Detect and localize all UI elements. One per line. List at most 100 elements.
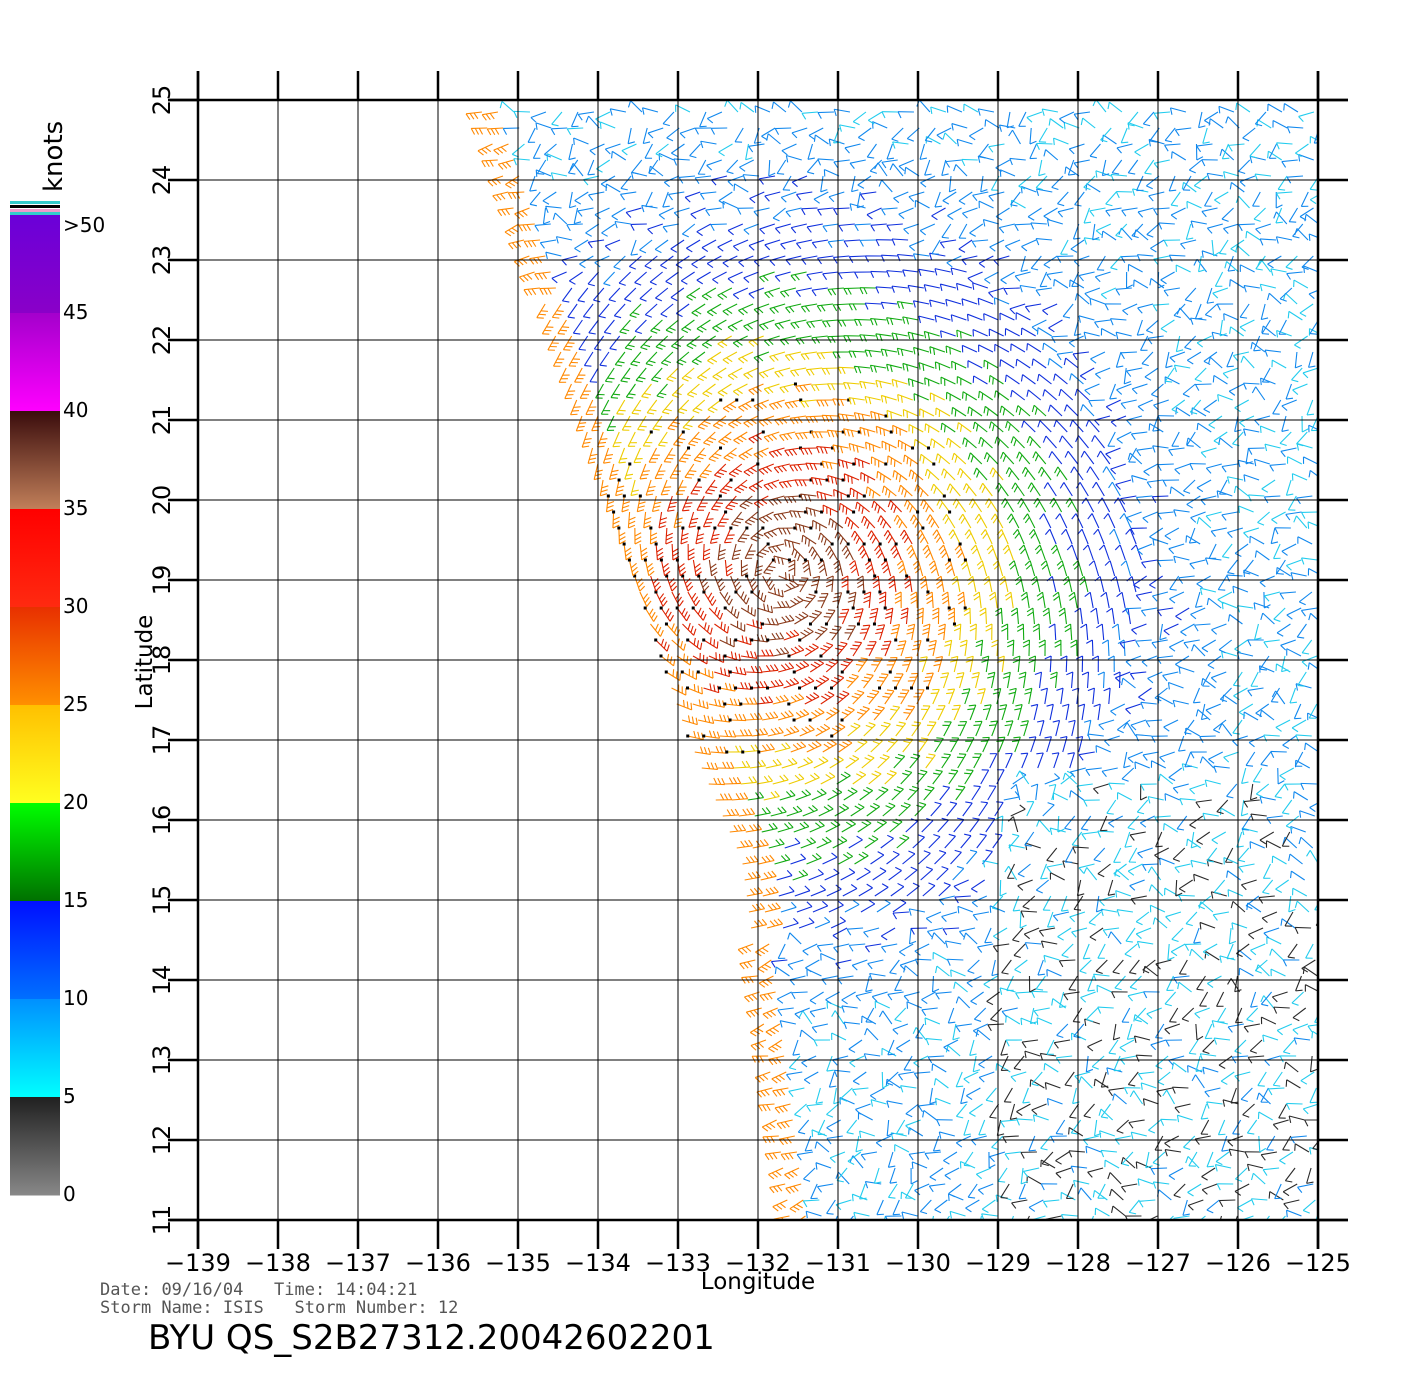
- wind-barb: [886, 850, 900, 865]
- wind-barb: [876, 899, 891, 913]
- wind-barb: [875, 786, 889, 801]
- wind-barb: [816, 490, 833, 501]
- wind-barb: [960, 1087, 968, 1105]
- wind-barb: [1242, 382, 1260, 390]
- wind-barb: [698, 622, 713, 635]
- wind-barb: [1106, 799, 1117, 815]
- wind-barb: [1140, 783, 1157, 791]
- wind-barb: [758, 511, 774, 524]
- wind-barb: [1296, 623, 1307, 639]
- wind-barb: [832, 1055, 849, 1066]
- wind-barb: [1264, 443, 1281, 452]
- wind-barb: [804, 643, 819, 657]
- wind-barb: [1306, 1167, 1314, 1184]
- wind-barb: [706, 303, 722, 317]
- wind-barb: [1077, 703, 1086, 721]
- wind-barb: [1194, 367, 1207, 383]
- wind-barb: [705, 479, 718, 495]
- wind-barb: [667, 415, 680, 431]
- wind-barb: [631, 159, 643, 175]
- wind-barb: [848, 350, 865, 358]
- wind-barb: [843, 239, 861, 248]
- wind-barb: [699, 111, 707, 128]
- wind-barb: [712, 319, 727, 333]
- wind-barb: [855, 657, 868, 673]
- wind-barb: [801, 534, 817, 547]
- wind-barb: [988, 143, 1005, 153]
- wind-barb: [1148, 1119, 1162, 1134]
- wind-barb: [1043, 207, 1058, 221]
- wind-barb: [1303, 265, 1318, 274]
- wind-barb: [1184, 335, 1197, 351]
- wind-barb: [1172, 847, 1186, 862]
- wind-barb: [1147, 796, 1164, 804]
- wind-barb: [1201, 207, 1218, 218]
- wind-barb: [751, 1055, 769, 1063]
- wind-barb: [579, 383, 591, 399]
- wind-barb: [619, 319, 631, 335]
- wind-barb: [1030, 222, 1047, 230]
- wind-barb: [803, 593, 816, 609]
- wind-barb: [1035, 142, 1053, 150]
- wind-barb: [990, 513, 1004, 529]
- wind-barb: [1176, 1114, 1193, 1123]
- wind-barb: [1147, 866, 1162, 881]
- rain-flag-dot: [771, 558, 775, 562]
- wind-barb: [544, 143, 557, 158]
- wind-barb: [497, 159, 514, 170]
- legend-swatch: [10, 201, 60, 204]
- wind-barb: [1050, 544, 1062, 561]
- wind-barb: [822, 271, 839, 280]
- wind-barb: [1178, 735, 1186, 752]
- wind-barb: [611, 207, 626, 221]
- wind-barb: [1026, 435, 1041, 449]
- wind-barb: [1113, 847, 1122, 863]
- wind-barb: [743, 415, 759, 428]
- wind-barb: [1180, 623, 1195, 637]
- wind-barb: [890, 623, 901, 641]
- wind-barb: [758, 1103, 775, 1112]
- wind-barb: [1109, 318, 1127, 326]
- wind-barb: [778, 479, 796, 489]
- wind-barb: [1006, 975, 1014, 992]
- wind-barb: [1095, 959, 1108, 975]
- wind-barb: [801, 111, 818, 120]
- wind-barb: [945, 391, 962, 402]
- wind-barb: [1022, 895, 1036, 910]
- wind-barb: [828, 517, 844, 531]
- wind-barb: [1188, 527, 1197, 544]
- wind-barb: [1074, 388, 1090, 401]
- wind-barb: [891, 332, 908, 341]
- wind-barb: [1300, 191, 1309, 207]
- wind-barb: [1302, 456, 1318, 465]
- rain-flag-dot: [686, 686, 690, 690]
- wind-barb: [1084, 591, 1094, 609]
- wind-barb: [630, 223, 647, 231]
- wind-barb: [1293, 1037, 1311, 1045]
- wind-barb: [971, 239, 989, 248]
- wind-barb: [669, 463, 681, 479]
- wind-barb: [1284, 783, 1301, 791]
- wind-barb: [859, 334, 876, 342]
- wind-barb: [1206, 287, 1215, 304]
- wind-barb: [825, 545, 838, 561]
- rain-flag-dot: [883, 558, 887, 562]
- wind-barb: [958, 513, 972, 529]
- wind-barb: [1105, 447, 1121, 459]
- wind-barb: [975, 639, 984, 657]
- lon-tick-label: −129: [965, 1249, 1031, 1277]
- wind-barb: [789, 975, 806, 986]
- rain-flag-dot: [761, 526, 765, 530]
- wind-barb: [1152, 303, 1170, 312]
- wind-barb: [623, 543, 633, 561]
- wind-barb: [740, 559, 749, 577]
- wind-barb: [751, 727, 769, 737]
- wind-barb: [1130, 527, 1147, 535]
- rain-flag-dot: [846, 494, 850, 498]
- wind-barb: [711, 175, 728, 186]
- wind-barb: [724, 100, 739, 113]
- wind-barb: [759, 271, 775, 283]
- wind-barb: [961, 688, 971, 705]
- rain-flag-dot: [878, 542, 882, 546]
- wind-barb: [727, 367, 743, 381]
